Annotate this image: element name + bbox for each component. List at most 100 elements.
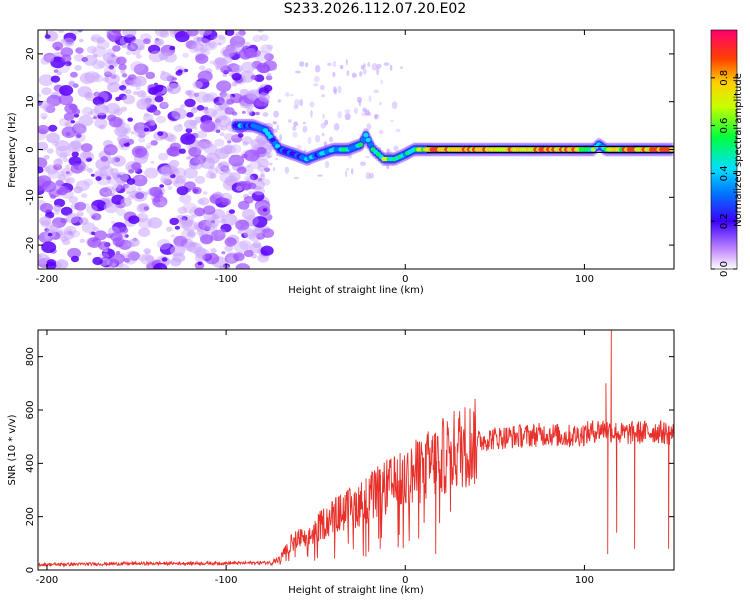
- noise-blob: [393, 145, 399, 152]
- noise-blob: [296, 144, 302, 150]
- noise-blob: [92, 96, 105, 106]
- noise-blob: [210, 229, 226, 242]
- noise-blob: [55, 140, 70, 152]
- noise-blob: [321, 132, 325, 137]
- noise-blob: [195, 141, 208, 151]
- noise-blob: [53, 69, 59, 73]
- noise-blob: [63, 112, 75, 121]
- colorbar-tick-label: 0.4: [719, 165, 730, 181]
- noise-blob: [80, 143, 93, 153]
- noise-blob: [243, 47, 258, 59]
- noise-blob: [148, 44, 161, 54]
- noise-blob: [337, 85, 342, 94]
- noise-blob: [159, 201, 167, 207]
- noise-blob: [264, 65, 268, 72]
- noise-blob: [115, 185, 126, 194]
- noise-blob: [161, 177, 170, 185]
- noise-blob: [223, 167, 231, 174]
- noise-blob: [70, 120, 75, 124]
- noise-blob: [38, 74, 55, 86]
- noise-blob: [143, 113, 154, 122]
- noise-blob: [185, 90, 192, 96]
- noise-blob: [299, 61, 305, 67]
- noise-blob: [52, 217, 66, 229]
- noise-blob: [265, 75, 273, 81]
- noise-blob: [193, 36, 202, 43]
- noise-blob: [165, 226, 173, 232]
- noise-blob: [145, 71, 156, 80]
- noise-blob: [62, 37, 75, 47]
- noise-blob: [59, 85, 74, 96]
- noise-blob: [293, 176, 300, 180]
- noise-blob: [178, 148, 186, 154]
- noise-blob: [120, 144, 125, 148]
- noise-blob: [180, 133, 196, 145]
- noise-blob: [198, 37, 211, 47]
- noise-blob: [227, 140, 232, 144]
- noise-blob: [83, 54, 98, 66]
- ridge-core: [368, 142, 374, 147]
- noise-blob: [144, 167, 159, 179]
- snr-series-line: [38, 330, 674, 568]
- y-tick-label: -10: [25, 189, 36, 205]
- noise-blob: [125, 51, 132, 56]
- noise-blob: [292, 125, 297, 131]
- colorbar-tick-label: 0.2: [719, 213, 730, 229]
- noise-blob: [229, 144, 242, 154]
- noise-blob: [200, 120, 216, 133]
- noise-blob: [102, 185, 117, 197]
- noise-blob: [204, 252, 220, 265]
- noise-blob: [136, 98, 151, 110]
- noise-blob: [43, 166, 51, 172]
- spectrogram-plot: [38, 30, 674, 269]
- noise-blob: [186, 231, 194, 237]
- noise-blob: [127, 241, 135, 248]
- x-tick-label: -100: [215, 575, 238, 586]
- noise-blob: [90, 34, 102, 43]
- noise-blob: [240, 181, 252, 190]
- noise-blob: [131, 145, 148, 158]
- noise-blob: [77, 30, 83, 33]
- noise-blob: [246, 107, 254, 114]
- noise-blob: [189, 45, 200, 54]
- ridge-core: [365, 137, 371, 143]
- noise-blob: [251, 191, 265, 202]
- noise-blob: [215, 129, 221, 133]
- noise-blob: [259, 173, 266, 180]
- noise-blob: [177, 123, 183, 127]
- noise-blob: [391, 101, 398, 109]
- snr-x-axis-title: Height of straight line (km): [288, 585, 424, 596]
- noise-blob: [63, 231, 75, 240]
- noise-blob: [333, 88, 337, 96]
- noise-blob: [275, 158, 279, 161]
- noise-blob: [383, 62, 390, 66]
- noise-blob: [118, 63, 127, 71]
- colorbar-tick-label: 0.8: [719, 70, 730, 86]
- noise-blob: [169, 45, 176, 51]
- noise-blob: [313, 83, 319, 87]
- noise-blob: [241, 110, 246, 114]
- noise-blob: [266, 44, 274, 50]
- noise-blob: [93, 74, 104, 83]
- noise-blob: [154, 85, 164, 93]
- noise-blob: [106, 176, 112, 181]
- noise-blob: [43, 154, 50, 160]
- noise-blob: [122, 88, 128, 93]
- noise-blob: [267, 60, 274, 66]
- noise-blob: [209, 60, 215, 65]
- noise-blob: [158, 152, 169, 161]
- noise-blob: [197, 70, 213, 83]
- noise-blob: [267, 155, 272, 159]
- noise-blob: [122, 30, 137, 38]
- noise-blob: [320, 122, 327, 129]
- noise-blob: [150, 121, 156, 126]
- noise-blob: [157, 239, 171, 250]
- noise-blob: [96, 39, 110, 50]
- x-tick-label: 100: [575, 274, 594, 285]
- noise-blob: [376, 67, 380, 76]
- noise-blob: [64, 177, 71, 183]
- noise-blob: [194, 207, 206, 217]
- y-tick-label: 200: [25, 507, 36, 526]
- noise-blob: [210, 248, 217, 254]
